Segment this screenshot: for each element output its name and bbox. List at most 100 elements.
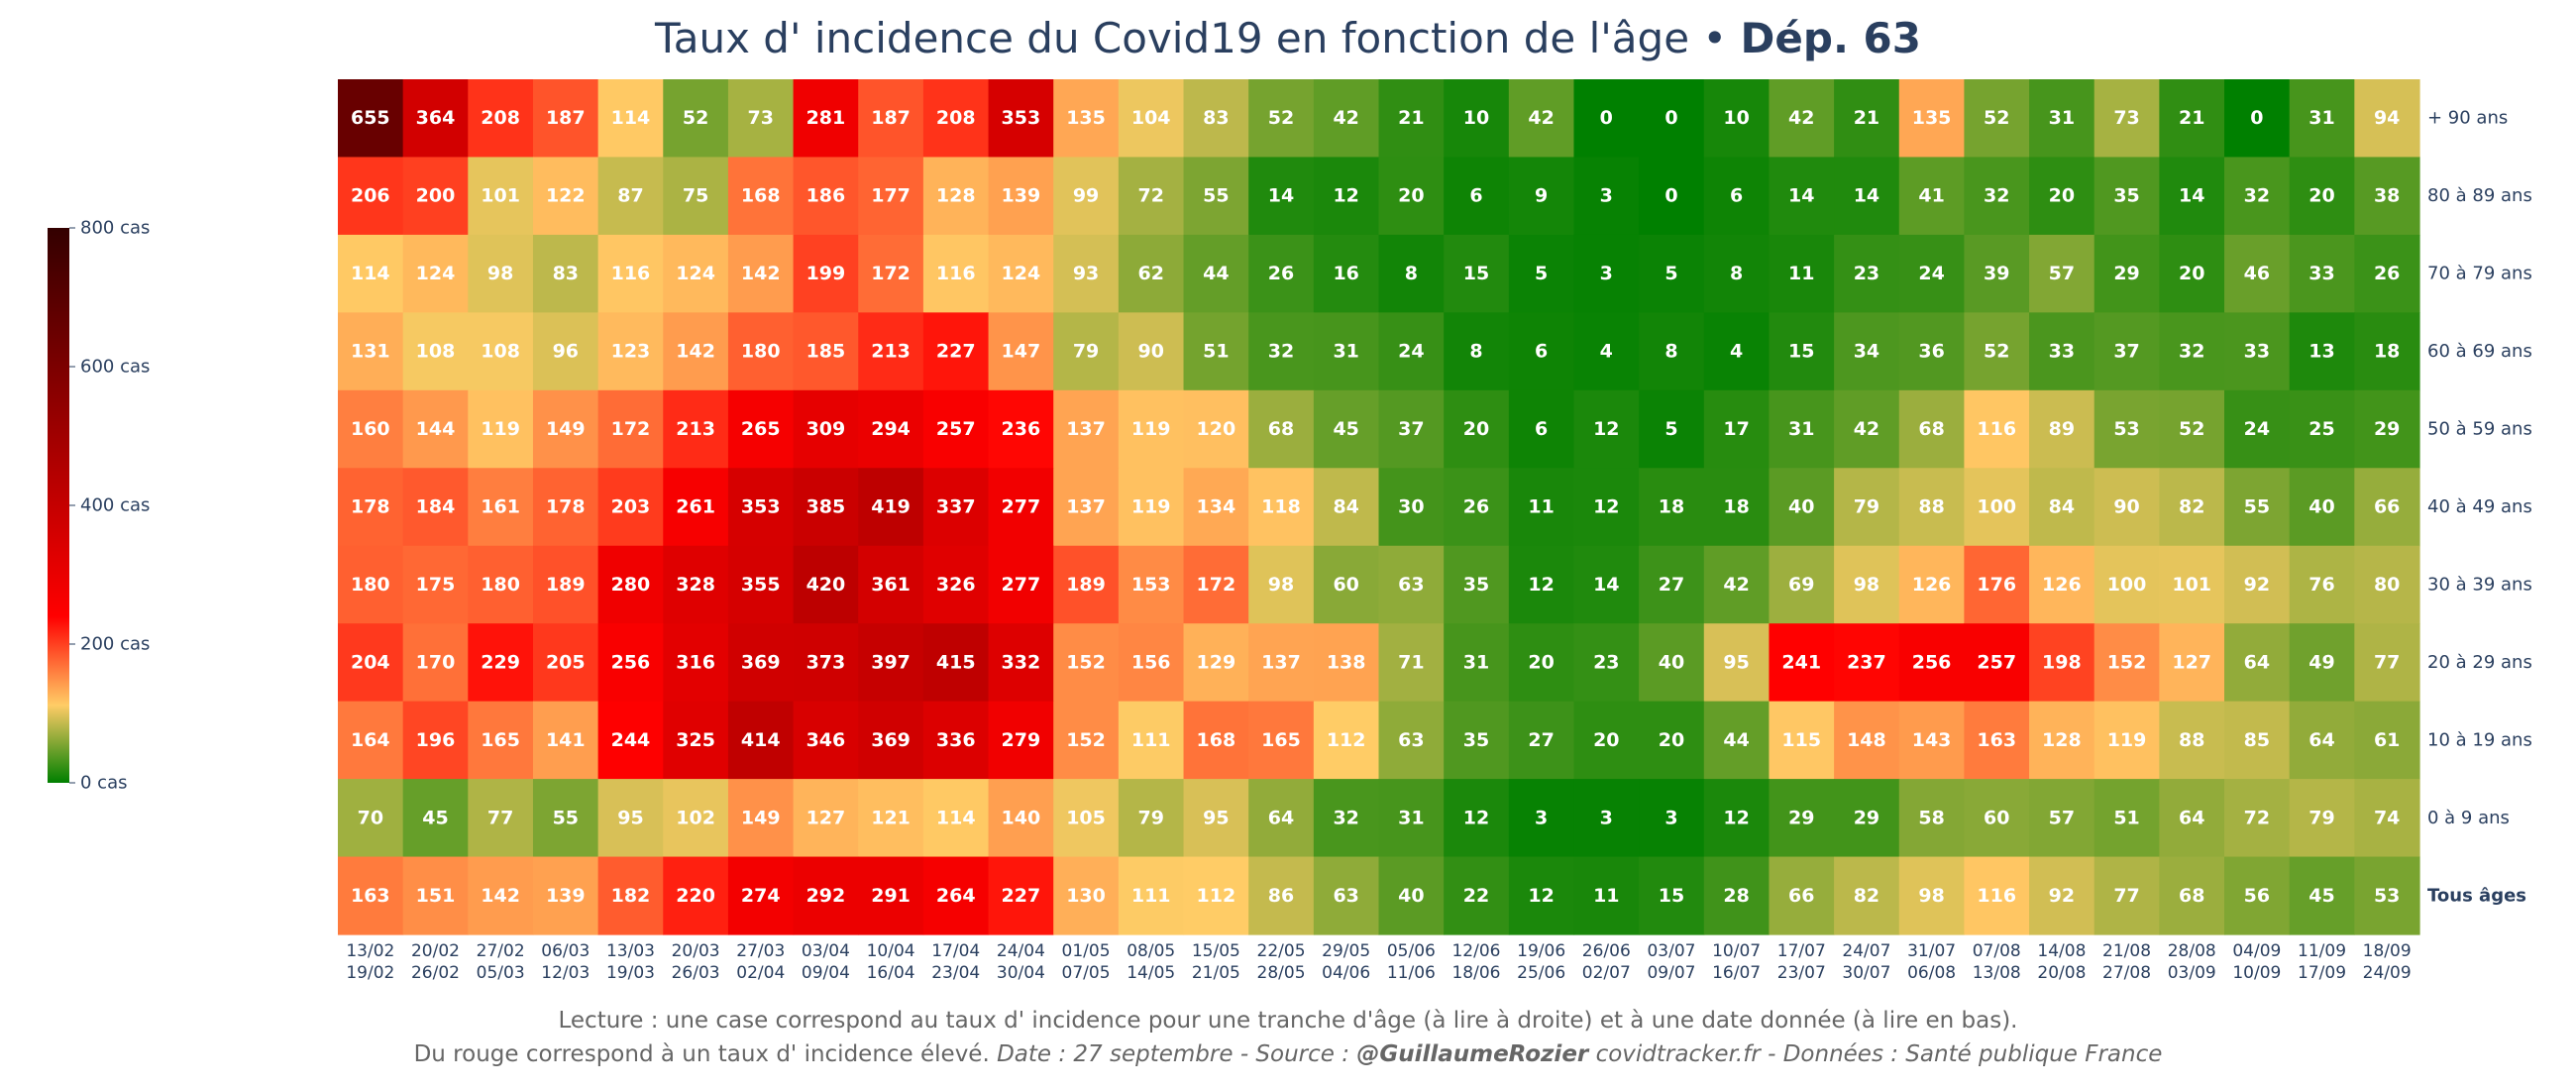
heatmap-cell [338, 157, 404, 236]
heatmap-cell [922, 701, 990, 780]
heatmap-cell [1378, 234, 1445, 313]
heatmap-cell [402, 234, 469, 313]
heatmap-cell [1508, 856, 1575, 935]
heatmap-cell [468, 312, 534, 391]
heatmap-cell [1639, 856, 1705, 935]
heatmap-cell [597, 234, 664, 313]
column-label-start: 19/06 [1517, 941, 1565, 961]
heatmap-cell [2354, 856, 2420, 935]
heatmap-cell [402, 157, 469, 236]
cell-value: 0 [1664, 185, 1677, 207]
cell-value: 291 [871, 885, 911, 907]
heatmap-cell [2093, 79, 2160, 159]
heatmap-cell [2029, 779, 2095, 858]
heatmap-cell [2289, 157, 2355, 236]
heatmap-cell [988, 389, 1054, 469]
footer-color-note: Du rouge correspond à un taux d' inciden… [414, 1041, 998, 1067]
cell-value: 5 [1535, 263, 1548, 284]
cell-value: 8 [1664, 341, 1677, 363]
heatmap-cell [2224, 234, 2291, 313]
cell-value: 122 [546, 185, 586, 207]
cell-value: 227 [936, 341, 976, 363]
heatmap-cell [1444, 779, 1510, 858]
heatmap-cell [1639, 545, 1705, 624]
cell-value: 328 [676, 574, 715, 596]
heatmap-cell [1703, 312, 1771, 391]
cell-value: 69 [1788, 574, 1814, 596]
heatmap-cell [1444, 701, 1510, 780]
cell-value: 29 [2374, 418, 2400, 440]
heatmap-cell [1898, 779, 1966, 858]
column-label-end: 30/07 [1842, 963, 1890, 983]
cell-value: 163 [351, 885, 390, 907]
cell-value: 14 [1593, 574, 1619, 596]
heatmap-cell [1313, 312, 1380, 391]
heatmap-cell [727, 623, 795, 703]
heatmap-cell [988, 701, 1054, 780]
heatmap-cell [2289, 545, 2355, 624]
heatmap-cell [1703, 545, 1771, 624]
heatmap-cell [2159, 234, 2225, 313]
column-label-start: 18/09 [2363, 941, 2412, 961]
cell-value: 20 [2308, 185, 2334, 207]
heatmap-cell [922, 312, 990, 391]
heatmap-cell [338, 79, 404, 159]
heatmap-cell [793, 856, 859, 935]
cell-value: 73 [748, 107, 774, 129]
cell-value: 35 [1463, 574, 1489, 596]
cell-value: 42 [1723, 574, 1749, 596]
heatmap-cell [1834, 468, 1900, 547]
cell-value: 256 [1912, 651, 1952, 673]
heatmap-cell [2093, 157, 2160, 236]
cell-value: 172 [611, 418, 651, 440]
cell-value: 11 [1528, 496, 1554, 518]
cell-value: 385 [806, 496, 846, 518]
heatmap-cell [597, 701, 664, 780]
cell-value: 119 [1131, 418, 1171, 440]
heatmap-cell [338, 389, 404, 469]
column-label-start: 12/06 [1451, 941, 1500, 961]
heatmap-cell [1118, 545, 1185, 624]
cell-value: 42 [1528, 107, 1554, 129]
cell-value: 182 [611, 885, 651, 907]
heatmap-cell [727, 312, 795, 391]
column-label-start: 03/04 [802, 941, 850, 961]
cell-value: 15 [1788, 341, 1814, 363]
cell-value: 35 [1463, 729, 1489, 751]
heatmap-cell [988, 779, 1054, 858]
cell-value: 35 [2113, 185, 2139, 207]
heatmap-cell [1573, 312, 1640, 391]
heatmap-cell [1639, 312, 1705, 391]
heatmap-cell [1378, 701, 1445, 780]
cell-value: 49 [2308, 651, 2334, 673]
cell-value: 143 [1912, 729, 1952, 751]
cell-value: 165 [481, 729, 520, 751]
heatmap-cell [2093, 545, 2160, 624]
heatmap-cell [793, 312, 859, 391]
heatmap-cell [2224, 623, 2291, 703]
footer-source: covidtracker.fr - Données : Santé publiq… [1588, 1041, 2162, 1067]
heatmap-cell [1703, 856, 1771, 935]
column-label-end: 07/05 [1062, 963, 1111, 983]
cell-value: 51 [1203, 341, 1229, 363]
heatmap-cell [1834, 856, 1900, 935]
cell-value: 33 [2308, 263, 2334, 284]
cell-value: 112 [1197, 885, 1236, 907]
column-label-start: 17/07 [1777, 941, 1826, 961]
heatmap-cell [2159, 389, 2225, 469]
column-label-start: 15/05 [1192, 941, 1240, 961]
cell-value: 135 [1912, 107, 1952, 129]
heatmap-cell [402, 79, 469, 159]
cell-value: 178 [546, 496, 586, 518]
cell-value: 29 [2113, 263, 2139, 284]
heatmap-cell [1964, 157, 2030, 236]
heatmap-cell [1834, 312, 1900, 391]
cell-value: 187 [871, 107, 911, 129]
column-label-end: 09/07 [1647, 963, 1695, 983]
heatmap-cell [1639, 623, 1705, 703]
cell-value: 142 [481, 885, 520, 907]
colorbar-tick-label: 0 cas [80, 773, 127, 794]
cell-value: 83 [553, 263, 579, 284]
cell-value: 82 [2179, 496, 2204, 518]
cell-value: 3 [1535, 807, 1548, 828]
